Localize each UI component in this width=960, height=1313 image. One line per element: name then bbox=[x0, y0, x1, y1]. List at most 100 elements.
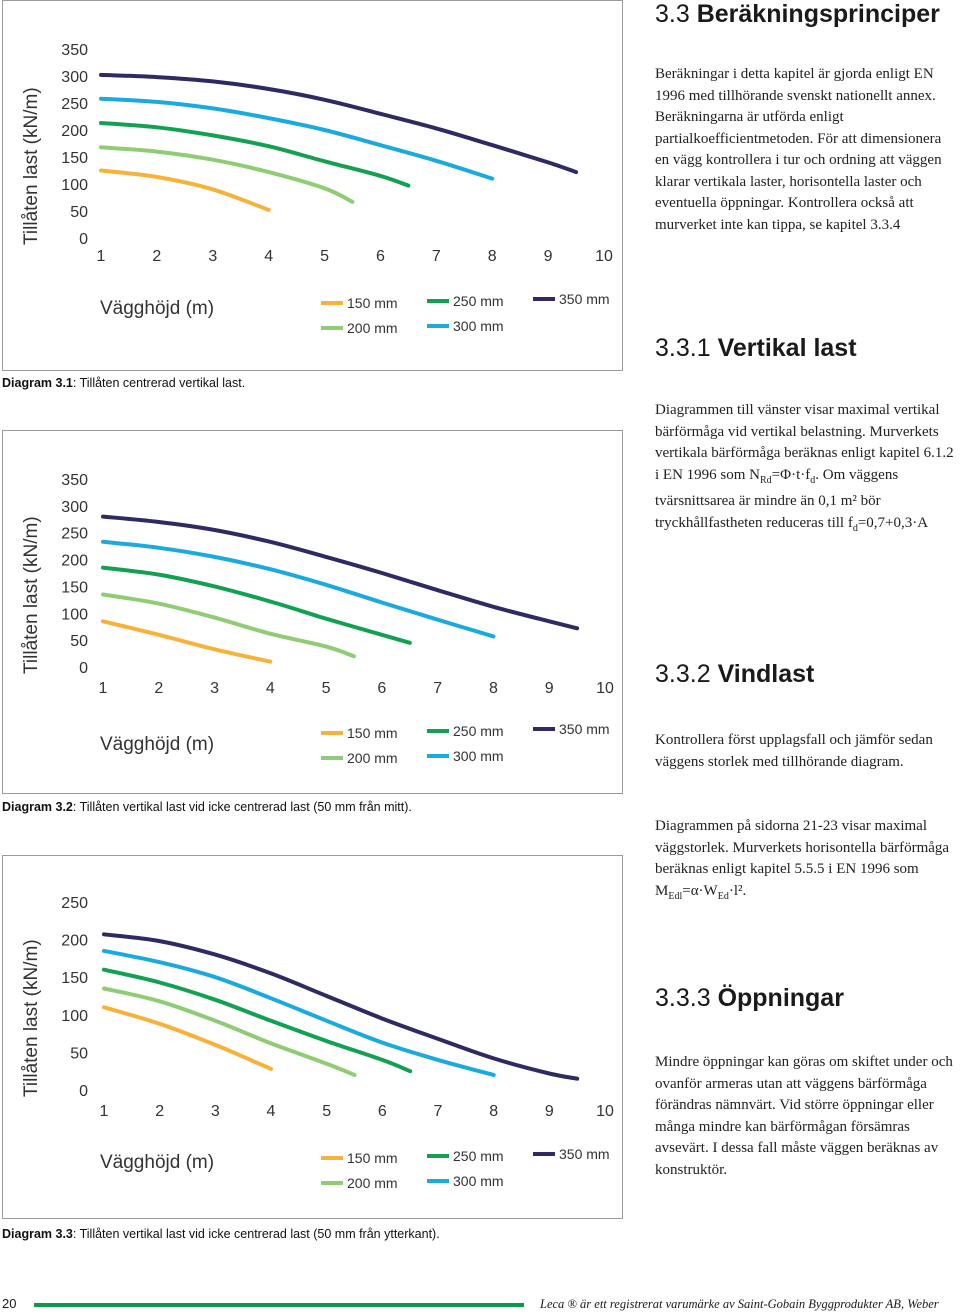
x-tick-label: 10 bbox=[596, 680, 614, 697]
heading-oppningar-title: Öppningar bbox=[717, 984, 844, 1012]
y-tick-label: 150 bbox=[61, 579, 88, 596]
x-tick-label: 4 bbox=[264, 248, 273, 265]
y-tick-label: 200 bbox=[61, 553, 88, 570]
x-tick-label: 9 bbox=[545, 1103, 554, 1120]
chart-box-3: 0 50 100 150 200 250 1 2 3 4 5 6 7 8 9 10 150 mm 200 mm 25… bbox=[2, 855, 623, 1219]
caption-3: Diagram 3.3: Tillåten vertikal last vid … bbox=[2, 1227, 440, 1241]
vertikal-sub-rd: Rd bbox=[760, 474, 772, 486]
chart-1-xlabel: Vägghöjd (m) bbox=[100, 298, 215, 319]
y-tick-label: 0 bbox=[79, 1083, 88, 1100]
intro-paragraph: Beräkningar i detta kapitel är gjorda en… bbox=[655, 66, 942, 233]
vertikal-text-b: =Φ·t·f bbox=[771, 466, 811, 483]
y-tick-label: 200 bbox=[61, 123, 88, 140]
caption-2-text: : Tillåten vertikal last vid icke centre… bbox=[72, 800, 412, 814]
y-tick-label: 350 bbox=[61, 42, 88, 59]
series-line-150-mm bbox=[102, 1005, 273, 1071]
x-tick-label: 5 bbox=[322, 680, 331, 697]
caption-1: Diagram 3.1: Tillåten centrerad vertikal… bbox=[2, 376, 245, 390]
x-tick-label: 4 bbox=[266, 680, 275, 697]
x-tick-label: 9 bbox=[544, 248, 553, 265]
y-tick-label: 250 bbox=[61, 96, 88, 113]
x-tick-label: 3 bbox=[208, 248, 217, 265]
heading-vindlast: 3.3.2 Vindlast bbox=[655, 660, 955, 689]
vertikal-text-a: Diagrammen till vänster visar maximal ve… bbox=[655, 402, 954, 483]
legend-label: 300 mm bbox=[453, 1173, 504, 1189]
series-line-350-mm bbox=[102, 932, 580, 1081]
y-tick-label: 150 bbox=[61, 970, 88, 987]
legend-label: 350 mm bbox=[559, 721, 610, 737]
section-heading: 3.3 Beräkningsprinciper bbox=[655, 0, 955, 29]
heading-vindlast-num: 3.3.2 bbox=[655, 660, 711, 688]
chart-1-svg: 0 50 100 150 200 250 300 350 1 2 3 4 5 6 7 8 9 10 150 mm 20… bbox=[61, 42, 613, 336]
x-tick-label: 8 bbox=[488, 248, 497, 265]
vindlast-text-c: ·l². bbox=[728, 882, 747, 899]
legend-label: 350 mm bbox=[559, 291, 610, 307]
vertikal-text-d: =0,7+0,3·A bbox=[857, 514, 929, 531]
y-tick-label: 250 bbox=[61, 895, 88, 912]
section-title: Beräkningsprinciper bbox=[696, 0, 940, 28]
y-tick-label: 250 bbox=[61, 526, 88, 543]
legend-label: 300 mm bbox=[453, 748, 504, 764]
x-tick-label: 10 bbox=[596, 1103, 614, 1120]
x-tick-label: 7 bbox=[434, 1103, 443, 1120]
series-line-200-mm bbox=[101, 592, 356, 659]
chart-box-2: 0 50 100 150 200 250 300 350 1 2 3 4 5 6 7 8 9 10 150 mm 20… bbox=[2, 430, 623, 794]
caption-1-label: Diagram 3.1 bbox=[2, 376, 73, 390]
chart-2-xlabel: Vägghöjd (m) bbox=[100, 734, 215, 755]
y-tick-label: 100 bbox=[61, 606, 88, 623]
chart-1-ylabel: Tillåten last (kN/m) bbox=[21, 87, 42, 245]
x-tick-label: 2 bbox=[154, 680, 163, 697]
legend-label: 150 mm bbox=[347, 725, 398, 741]
x-tick-label: 5 bbox=[322, 1103, 331, 1120]
y-tick-label: 50 bbox=[70, 204, 88, 221]
vertikal-last-paragraph: Diagrammen till vänster visar maximal ve… bbox=[655, 400, 955, 539]
vindlast-sub-edl: Edl bbox=[668, 890, 683, 902]
vertikal-sub-d: d bbox=[810, 474, 816, 486]
footer-trademark: Leca ® är ett registrerat varumärke av S… bbox=[540, 1297, 939, 1311]
legend-label: 150 mm bbox=[347, 1150, 398, 1166]
series-line-200-mm bbox=[102, 986, 357, 1077]
legend-label: 200 mm bbox=[347, 320, 398, 336]
vindlast-text-b: =α·W bbox=[682, 882, 718, 899]
series-line-300-mm bbox=[99, 96, 495, 181]
legend-label: 150 mm bbox=[347, 295, 398, 311]
legend-label: 300 mm bbox=[453, 318, 504, 334]
chart-3-svg: 0 50 100 150 200 250 1 2 3 4 5 6 7 8 9 10 150 mm 200 mm 25… bbox=[61, 895, 614, 1191]
legend-label: 350 mm bbox=[559, 1146, 610, 1162]
chart-2-ylabel: Tillåten last (kN/m) bbox=[21, 516, 42, 674]
x-tick-label: 6 bbox=[376, 248, 385, 265]
series-line-300-mm bbox=[102, 948, 496, 1077]
vertikal-sub-d2: d bbox=[852, 522, 858, 534]
y-tick-label: 200 bbox=[61, 933, 88, 950]
vertikal-text-c: . Om väggens tvärsnittsarea är mindre än… bbox=[655, 466, 899, 531]
series-line-200-mm bbox=[99, 145, 355, 204]
vindlast-paragraph-1: Kontrollera först upplagsfall och jämför… bbox=[655, 732, 933, 770]
heading-oppningar-num: 3.3.3 bbox=[655, 984, 711, 1012]
caption-2: Diagram 3.2: Tillåten vertikal last vid … bbox=[2, 800, 412, 814]
x-tick-label: 5 bbox=[320, 248, 329, 265]
heading-vertikal-last: 3.3.1 Vertikal last bbox=[655, 334, 955, 363]
x-tick-label: 2 bbox=[155, 1103, 164, 1120]
series-line-350-mm bbox=[101, 514, 580, 631]
x-tick-label: 3 bbox=[211, 1103, 220, 1120]
series-line-150-mm bbox=[99, 168, 271, 212]
y-tick-label: 0 bbox=[79, 660, 88, 677]
y-tick-label: 300 bbox=[61, 69, 88, 86]
vindlast-paragraph-2: Diagrammen på sidorna 21-23 visar maxima… bbox=[655, 816, 955, 907]
y-tick-label: 50 bbox=[70, 1045, 88, 1062]
chart-3-xlabel: Vägghöjd (m) bbox=[100, 1152, 215, 1173]
heading-vindlast-title: Vindlast bbox=[717, 660, 815, 688]
x-tick-label: 1 bbox=[97, 248, 106, 265]
legend-label: 200 mm bbox=[347, 1175, 398, 1191]
x-tick-label: 4 bbox=[267, 1103, 276, 1120]
chart-2-svg: 0 50 100 150 200 250 300 350 1 2 3 4 5 6 7 8 9 10 150 mm 20… bbox=[61, 472, 614, 766]
heading-vertikal-last-num: 3.3.1 bbox=[655, 334, 711, 362]
legend-label: 200 mm bbox=[347, 750, 398, 766]
y-tick-label: 0 bbox=[79, 231, 88, 248]
series-line-250-mm bbox=[101, 565, 412, 645]
caption-2-label: Diagram 3.2 bbox=[2, 800, 73, 814]
heading-oppningar: 3.3.3 Öppningar bbox=[655, 984, 955, 1013]
vindlast-text-a: Diagrammen på sidorna 21-23 visar maxima… bbox=[655, 818, 950, 899]
caption-3-text: : Tillåten vertikal last vid icke centre… bbox=[72, 1227, 440, 1241]
y-tick-label: 50 bbox=[70, 633, 88, 650]
